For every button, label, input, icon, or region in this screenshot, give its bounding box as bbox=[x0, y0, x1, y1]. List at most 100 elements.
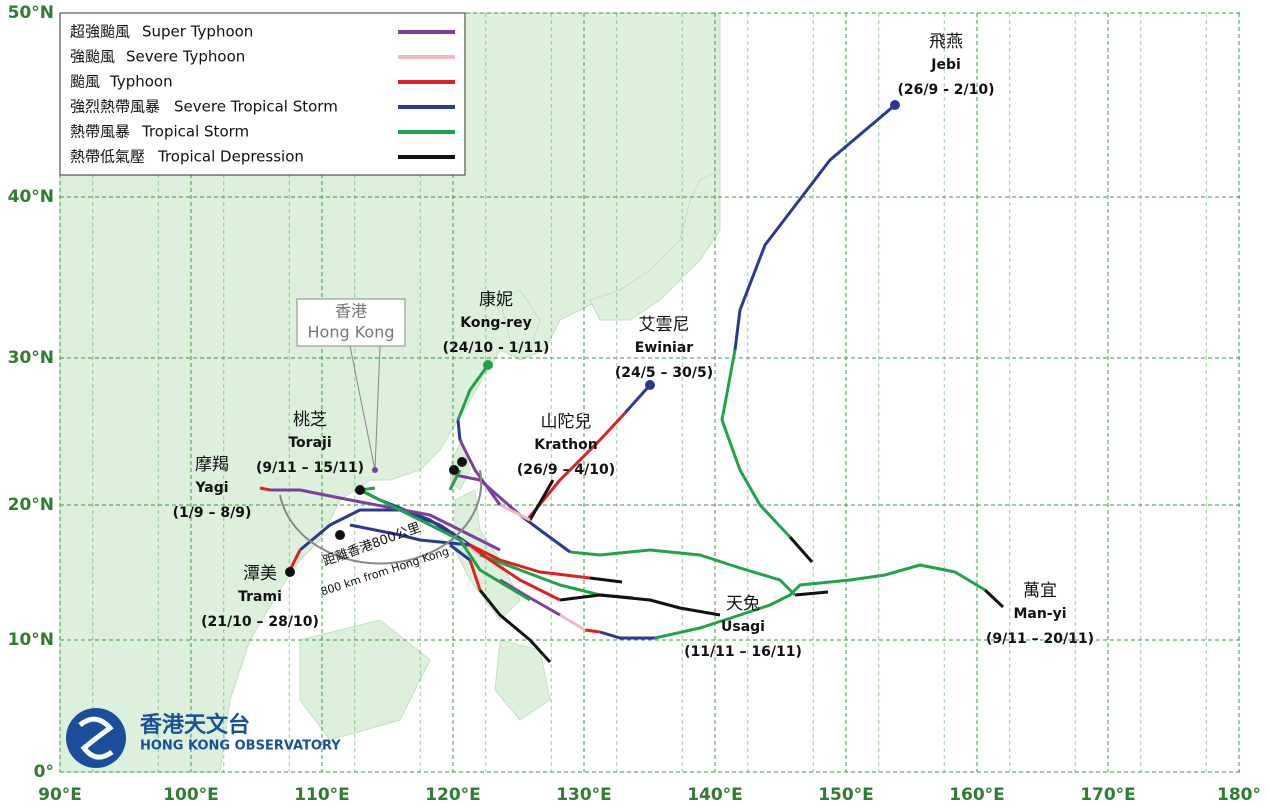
logo-zh: 香港天文台 bbox=[140, 712, 250, 738]
storm-name-zh: 天兔 bbox=[726, 594, 760, 614]
storm-dates: (26/9 - 2/10) bbox=[897, 82, 994, 98]
storm-name-en: Trami bbox=[238, 589, 282, 605]
track-segment bbox=[359, 488, 531, 602]
track-segment bbox=[456, 364, 490, 421]
track-arrow bbox=[285, 567, 295, 577]
storm-dates: (1/9 – 8/9) bbox=[173, 505, 252, 521]
storm-dates: (21/10 – 28/10) bbox=[201, 614, 319, 630]
storm-name-en: Kong-rey bbox=[460, 315, 532, 331]
storm-dates: (9/11 – 15/11) bbox=[256, 460, 364, 476]
track-segment bbox=[623, 384, 652, 414]
track-segment bbox=[569, 548, 797, 597]
borneo bbox=[299, 619, 431, 741]
legend-zh: 超強颱風 bbox=[70, 23, 130, 41]
legend-en: Super Typhoon bbox=[142, 23, 253, 41]
lon-label: 130°E bbox=[556, 785, 612, 805]
track-segment bbox=[479, 553, 601, 597]
storm-dates: (9/11 – 20/11) bbox=[986, 631, 1094, 647]
track-segment bbox=[584, 628, 601, 634]
storm-name-en: Ewiniar bbox=[635, 340, 694, 356]
storm-dates: (24/10 - 1/11) bbox=[443, 340, 550, 356]
track-segment bbox=[559, 613, 586, 632]
lat-label: 0° bbox=[34, 762, 54, 782]
track-segment bbox=[788, 536, 814, 563]
track-arrow bbox=[483, 360, 493, 370]
track-segment bbox=[654, 563, 986, 640]
legend: 超強颱風 Super Typhoon 強颱風 Severe Typhoon 颱風 Typh… bbox=[70, 23, 455, 166]
storm-labels: 飛燕 Jebi (26/9 - 2/10) 艾雲尼 Ewiniar (24/5 – 30/… bbox=[173, 32, 1094, 660]
lat-label: 40°N bbox=[8, 187, 54, 207]
lon-label: 110°E bbox=[294, 785, 350, 805]
japan bbox=[589, 169, 721, 321]
storm-name-en: Toraji bbox=[288, 435, 331, 451]
logo: 香港天文台 HONG KONG OBSERVATORY bbox=[66, 708, 341, 768]
hong-kong-point bbox=[372, 467, 378, 473]
lon-label: 160°E bbox=[949, 785, 1005, 805]
track-segment bbox=[468, 559, 482, 591]
legend-en: Severe Tropical Storm bbox=[174, 98, 338, 116]
track-segment bbox=[456, 419, 462, 441]
lon-label: 120°E bbox=[425, 785, 481, 805]
track-segment bbox=[259, 486, 271, 492]
storm-dates: (26/9 – 4/10) bbox=[517, 462, 615, 478]
track-segment bbox=[454, 473, 521, 517]
hong-kong-callout: 香港 Hong Kong bbox=[296, 298, 406, 473]
track-segment bbox=[528, 479, 555, 521]
track-segment bbox=[559, 593, 634, 602]
storm-name-en: Man-yi bbox=[1013, 606, 1066, 622]
track-segment bbox=[448, 469, 462, 491]
legend-en: Tropical Depression bbox=[157, 148, 304, 166]
track-segment bbox=[478, 589, 552, 664]
lon-label: 140°E bbox=[687, 785, 743, 805]
storm-name-zh: 艾雲尼 bbox=[639, 315, 690, 335]
legend-en: Severe Typhoon bbox=[126, 48, 245, 66]
storm-name-en: Usagi bbox=[721, 619, 765, 635]
lon-label: 100°E bbox=[163, 785, 219, 805]
legend-zh: 熱帶風暴 bbox=[70, 123, 130, 141]
track-arrow bbox=[355, 485, 365, 495]
logo-en: HONG KONG OBSERVATORY bbox=[140, 739, 341, 754]
storm-name-zh: 桃芝 bbox=[293, 410, 327, 430]
storm-name-zh: 康妮 bbox=[479, 290, 513, 310]
storm-name-en: Jebi bbox=[930, 57, 961, 73]
track-segment bbox=[589, 576, 623, 584]
lon-label: 180° bbox=[1217, 785, 1261, 805]
storm-name-zh: 潭美 bbox=[243, 564, 277, 584]
hong-kong-zh: 香港 bbox=[335, 302, 367, 321]
lat-label: 30°N bbox=[8, 348, 54, 368]
legend-zh: 強烈熱帶風暴 bbox=[70, 98, 160, 116]
hong-kong-box bbox=[296, 298, 406, 347]
tracks bbox=[259, 100, 1005, 664]
track-segment bbox=[349, 523, 471, 547]
track-segment bbox=[599, 630, 655, 640]
lon-label: 170°E bbox=[1080, 785, 1136, 805]
hong-kong-en: Hong Kong bbox=[308, 323, 395, 342]
legend-box bbox=[59, 12, 466, 176]
track-arrow bbox=[890, 100, 900, 110]
legend-zh: 熱帶低氣壓 bbox=[70, 148, 145, 166]
track-segment bbox=[270, 488, 501, 552]
track-arrow bbox=[645, 380, 655, 390]
track-arrow bbox=[335, 530, 345, 540]
sulawesi bbox=[494, 639, 551, 721]
range-arc bbox=[279, 469, 483, 565]
storm-name-zh: 山陀兒 bbox=[541, 412, 592, 432]
storm-name-en: Krathon bbox=[534, 437, 597, 453]
track-segment bbox=[720, 349, 792, 539]
track-segment bbox=[288, 549, 302, 571]
track-segment bbox=[794, 590, 829, 597]
track-segment bbox=[525, 411, 627, 521]
lat-label: 20°N bbox=[8, 495, 54, 515]
track-segment bbox=[449, 543, 471, 562]
legend-zh: 颱風 bbox=[70, 73, 100, 91]
track-segment bbox=[499, 578, 561, 617]
callout-line bbox=[349, 345, 376, 471]
track-arrow bbox=[457, 457, 467, 467]
track-segment bbox=[983, 588, 1005, 609]
storm-dates: (24/5 – 30/5) bbox=[615, 365, 713, 381]
storm-name-zh: 萬宜 bbox=[1023, 581, 1057, 601]
track-arrow bbox=[449, 465, 459, 475]
legend-en: Tropical Storm bbox=[141, 123, 249, 141]
storm-dates: (11/11 – 16/11) bbox=[684, 644, 802, 660]
